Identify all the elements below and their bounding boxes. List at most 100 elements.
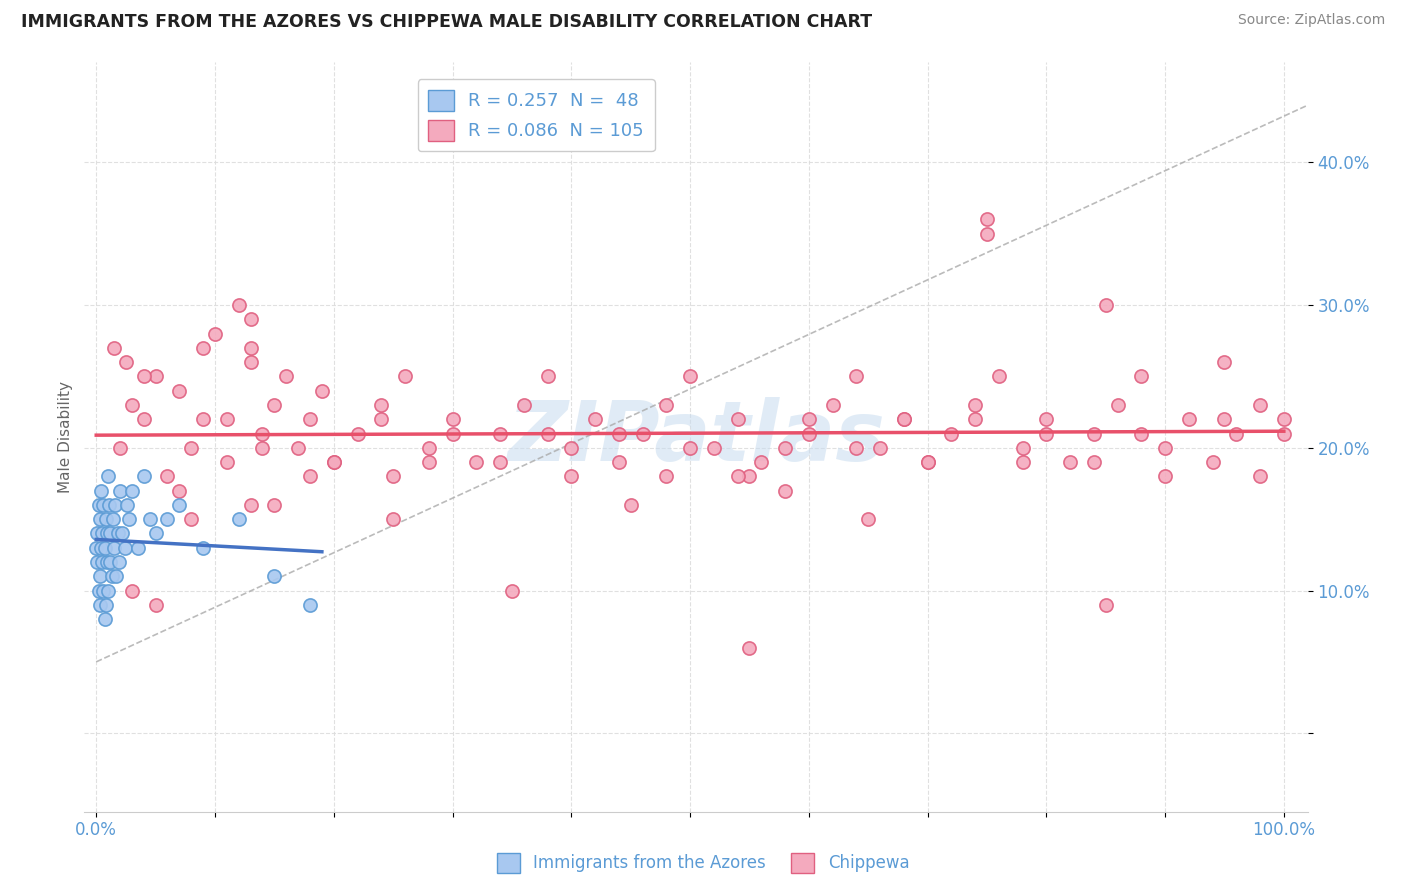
Point: [856, 512, 879, 526]
Point: [311, 384, 333, 398]
Point: [104, 498, 127, 512]
Point: [84, 541, 107, 555]
Point: [1094, 298, 1116, 312]
Point: [1035, 412, 1057, 426]
Point: [169, 384, 191, 398]
Point: [156, 512, 179, 526]
Point: [107, 555, 129, 569]
Point: [797, 426, 820, 441]
Point: [1201, 455, 1223, 469]
Point: [1130, 369, 1153, 384]
Point: [169, 498, 191, 512]
Point: [97, 583, 120, 598]
Point: [93, 541, 115, 555]
Point: [239, 498, 262, 512]
Point: [1011, 441, 1033, 455]
Point: [115, 355, 138, 369]
Point: [1225, 426, 1247, 441]
Point: [239, 312, 262, 326]
Point: [252, 426, 274, 441]
Point: [1083, 455, 1105, 469]
Point: [976, 227, 998, 241]
Point: [118, 512, 141, 526]
Point: [107, 526, 129, 541]
Point: [263, 398, 285, 412]
Point: [215, 455, 238, 469]
Point: [97, 469, 120, 483]
Text: Source: ZipAtlas.com: Source: ZipAtlas.com: [1237, 13, 1385, 28]
Point: [180, 512, 202, 526]
Point: [89, 598, 111, 612]
Point: [204, 326, 226, 341]
Point: [111, 526, 134, 541]
Point: [127, 541, 149, 555]
Point: [100, 526, 122, 541]
Point: [105, 569, 128, 583]
Point: [191, 541, 214, 555]
Point: [1178, 412, 1201, 426]
Point: [1083, 426, 1105, 441]
Point: [169, 483, 191, 498]
Point: [513, 398, 536, 412]
Point: [215, 412, 238, 426]
Point: [228, 298, 250, 312]
Point: [322, 455, 344, 469]
Point: [1107, 398, 1129, 412]
Point: [607, 455, 630, 469]
Point: [773, 483, 796, 498]
Point: [893, 412, 915, 426]
Point: [418, 441, 440, 455]
Point: [239, 355, 262, 369]
Point: [679, 441, 702, 455]
Point: [501, 583, 523, 598]
Point: [1059, 455, 1081, 469]
Point: [138, 512, 160, 526]
Point: [441, 412, 464, 426]
Point: [132, 369, 155, 384]
Point: [87, 498, 110, 512]
Point: [115, 498, 138, 512]
Point: [121, 583, 143, 598]
Point: [121, 483, 143, 498]
Point: [941, 426, 963, 441]
Point: [441, 426, 464, 441]
Point: [1154, 441, 1177, 455]
Point: [1035, 426, 1057, 441]
Point: [1249, 398, 1271, 412]
Point: [101, 512, 124, 526]
Point: [263, 498, 285, 512]
Point: [655, 469, 678, 483]
Point: [90, 483, 112, 498]
Point: [145, 598, 167, 612]
Point: [394, 369, 416, 384]
Point: [94, 512, 117, 526]
Point: [346, 426, 368, 441]
Point: [91, 555, 114, 569]
Point: [96, 555, 118, 569]
Point: [821, 398, 844, 412]
Point: [89, 512, 111, 526]
Point: [917, 455, 939, 469]
Point: [1272, 426, 1295, 441]
Point: [86, 526, 108, 541]
Point: [370, 398, 392, 412]
Point: [489, 455, 512, 469]
Point: [252, 441, 274, 455]
Point: [121, 398, 143, 412]
Point: [797, 412, 820, 426]
Point: [1272, 412, 1295, 426]
Point: [180, 441, 202, 455]
Point: [465, 455, 488, 469]
Point: [727, 412, 749, 426]
Point: [108, 483, 131, 498]
Point: [239, 341, 262, 355]
Point: [287, 441, 309, 455]
Point: [98, 498, 121, 512]
Point: [869, 441, 891, 455]
Point: [145, 369, 167, 384]
Point: [703, 441, 725, 455]
Point: [1130, 426, 1153, 441]
Point: [738, 640, 761, 655]
Point: [845, 369, 868, 384]
Point: [94, 598, 117, 612]
